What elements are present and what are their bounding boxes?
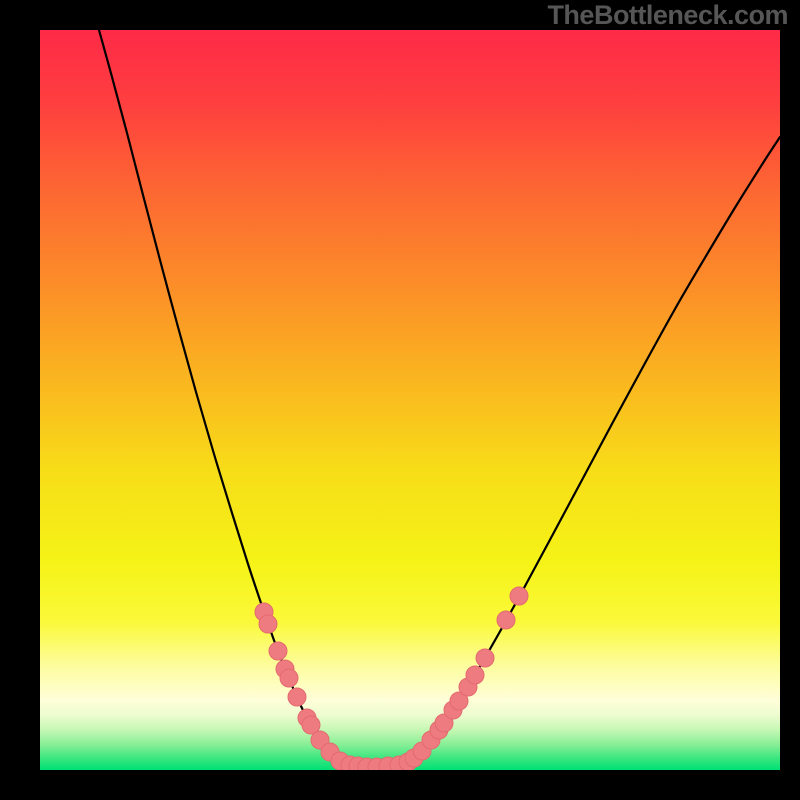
data-marker	[259, 615, 277, 633]
data-marker	[510, 587, 528, 605]
data-marker	[466, 666, 484, 684]
data-marker	[288, 688, 306, 706]
data-marker	[269, 642, 287, 660]
chart-overlay	[0, 0, 800, 800]
bottleneck-curve	[99, 30, 780, 767]
data-marker	[280, 669, 298, 687]
data-marker	[476, 649, 494, 667]
data-marker	[497, 611, 515, 629]
